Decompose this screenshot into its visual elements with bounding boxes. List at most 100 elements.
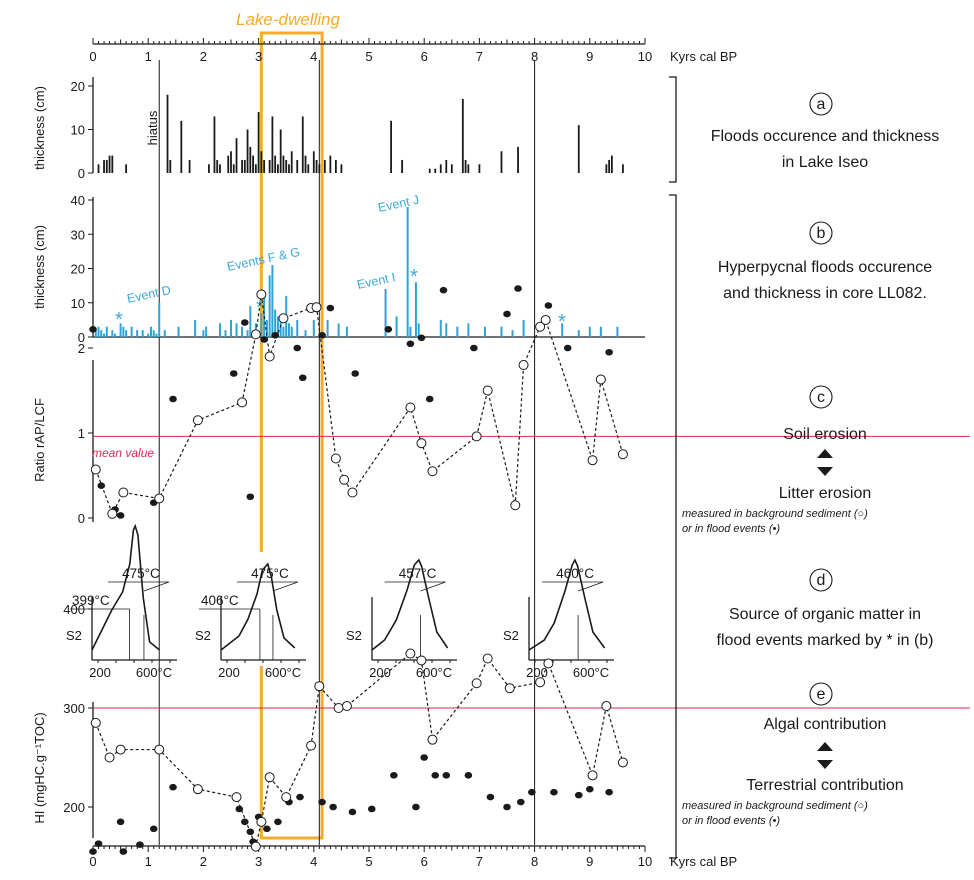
background-point [427,466,438,477]
pyrogram-tick-600: 600°C [136,665,172,680]
panel-b-axes: 0 10 20 30 40 [71,193,645,345]
flood-event-point [439,286,448,294]
background-point [601,701,612,712]
pyrogram-tick-600: 600°C [416,665,452,680]
peak-leader-diag [272,581,299,592]
flood-event-point [149,825,158,833]
background-point [306,740,317,751]
hyperpycnal-bar [205,326,208,337]
panel-a-bars [97,94,624,173]
flood-event-point [470,344,478,352]
panel-a-letter-circle [809,92,833,116]
hyperpycnal-bar [241,326,244,337]
time-tick-label: 2 [200,49,207,64]
flood-event-point [229,370,238,377]
hyperpycnal-bar [224,330,227,337]
panel-c-letter-circle [809,385,833,409]
hyperpycnal-bar [274,309,277,337]
time-tick-label: 5 [365,49,372,64]
hyperpycnal-bar [304,330,307,337]
pyrogram-2: 200 600°C S2 475°C 406°C [195,562,306,680]
event-label-j: Event J [377,193,421,215]
pyrogram-tick-600: 600°C [265,665,301,680]
pyrogram-tick-200: 200 [89,665,111,680]
hyperpycnal-bar [445,323,448,337]
hyperpycnal-bar [122,326,125,337]
flood-event-point [486,793,495,801]
background-point [405,648,416,659]
time-tick-label: 8 [531,49,538,64]
hyperpycnal-bar [100,330,103,337]
pyrogram-3: 200 600°C S2 457°C [346,558,457,680]
panel-b-y-tick-label: 30 [71,227,85,242]
panel-b-letter-circle [809,221,833,245]
flood-event-point [574,791,583,799]
panel-c-plot [89,285,970,519]
event-label-fg: Events F & G [226,245,302,274]
panel-e-note-1: measured in background sediment (○) [682,800,868,812]
flood-event-point [464,772,473,779]
background-point [416,438,427,449]
time-tick-label: 10 [638,854,652,869]
background-point [587,770,598,781]
panel-d-title-1: Source of organic matter in [729,606,921,623]
hyperpycnal-bar [177,326,180,337]
asterisk-i: * [410,266,418,288]
panel-c-letter: c [817,389,825,406]
flood-event-point [169,395,177,403]
background-point [256,289,267,300]
event-label-i: Event I [356,270,397,292]
pyrogram-curve [371,558,449,651]
flood-event-point [94,840,103,847]
hyperpycnal-bar [194,319,197,337]
flood-event-point [326,304,335,312]
panel-c-note-2: or in flood events (•) [682,523,780,535]
hyperpycnal-bar [103,333,106,337]
hyperpycnal-bar [588,326,591,337]
flood-event-point [367,805,376,813]
hyperpycnal-bar [511,330,514,337]
background-point [347,487,358,498]
background-point [504,683,515,694]
flood-event-point [563,344,572,352]
panel-c-note-1: measured in background sediment (○) [682,508,868,520]
flood-event-point [351,370,360,377]
background-point [535,677,546,688]
time-tick-label: 3 [255,49,262,64]
time-tick-label: 4 [310,49,317,64]
hyperpycnal-bar [105,326,108,337]
panel-e-letter: e [817,686,826,703]
top-axis-unit: Kyrs cal BP [670,49,737,64]
top-time-axis: 0 1 2 3 4 5 6 7 8 9 10 [89,38,652,64]
background-point [617,449,628,460]
time-tick-label: 9 [586,49,593,64]
event-label-d: Event D [126,283,172,306]
hyperpycnal-bar [97,326,100,337]
time-tick-label: 7 [476,854,483,869]
hyperpycnal-bar [483,326,486,337]
hyperpycnal-bar [312,319,315,337]
peak-leader-diag [420,581,446,592]
background-point [595,374,606,385]
pyrogram-1: 200 600°C S2 475°C 399°C [66,523,177,680]
background-point [107,508,118,519]
time-tick-label: 1 [145,854,152,869]
lake-dwelling-label: Lake-dwelling [236,10,340,29]
pyrogram-s2-label: S2 [195,628,211,643]
hyperpycnal-bar [409,326,412,337]
bottom-axis-unit: Kyrs cal BP [670,854,737,869]
hyperpycnal-bar [94,330,97,337]
hyperpycnal-bar [417,323,420,337]
time-tick-label: 6 [421,854,428,869]
time-tick-label: 4 [310,854,317,869]
background-point [510,500,521,511]
flood-event-point [442,772,451,779]
flood-event-point [503,803,511,811]
arrow-up-e [817,742,833,751]
pyrogram-tick-200: 200 [526,665,548,680]
time-tick-label: 2 [200,854,207,869]
flood-event-point [89,848,97,855]
hyperpycnal-bar [218,323,221,337]
hyperpycnal-bar [599,326,602,337]
panel-b-title-1: Hyperpycnal floods occurence [718,259,932,276]
